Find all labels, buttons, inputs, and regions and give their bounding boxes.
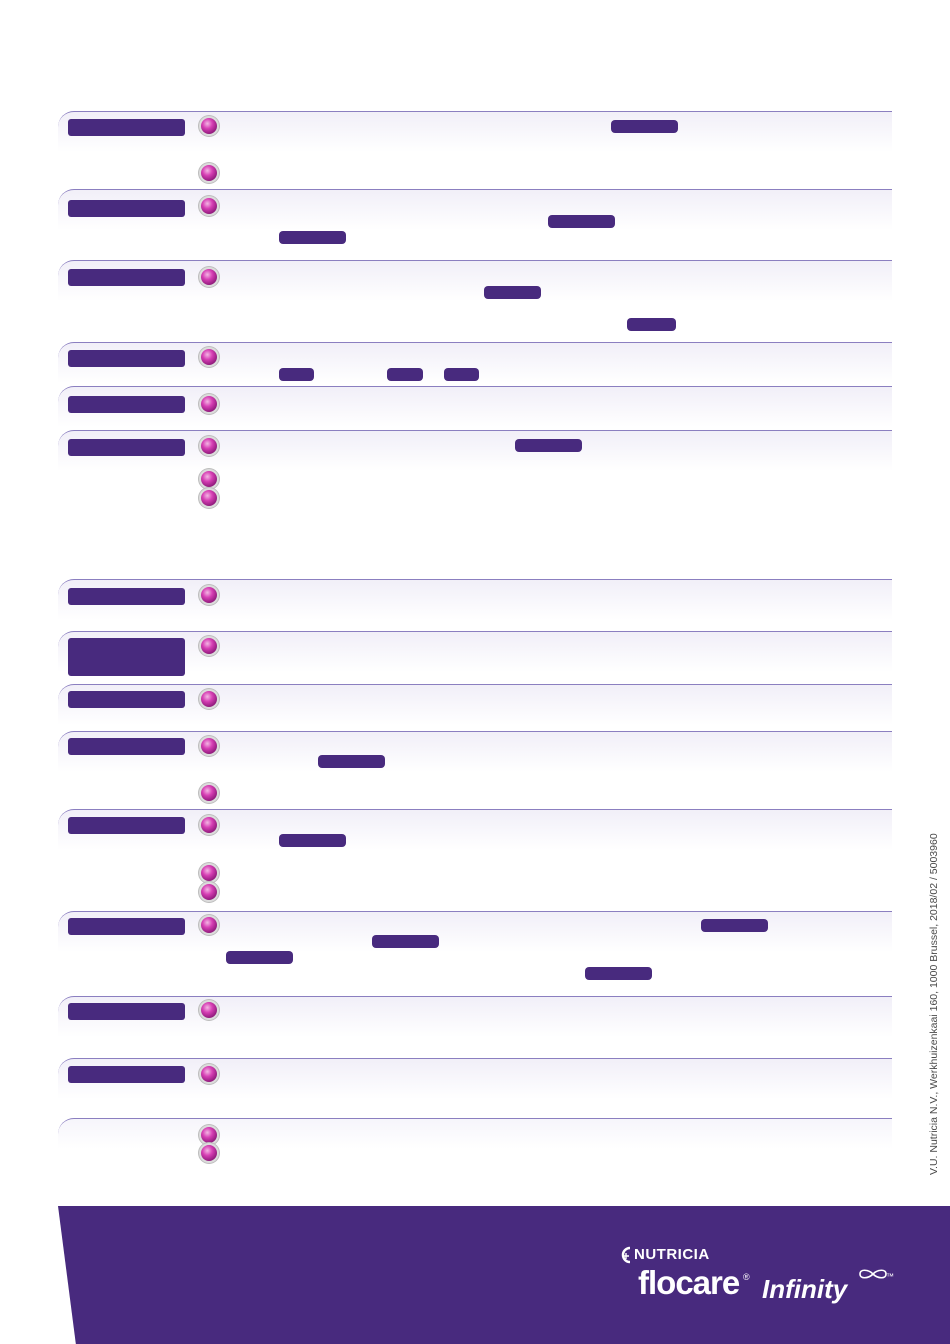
brand-logo: NUTRICIA flocare ® Infinity ™: [618, 1244, 898, 1314]
section-label: [68, 269, 185, 286]
section-row-1: [58, 111, 892, 190]
bullet-icon: [201, 1145, 217, 1161]
section-row-13: [58, 996, 892, 1059]
bullet-icon: [201, 691, 217, 707]
highlight-badge: [548, 215, 615, 228]
section-row-11: [58, 809, 892, 912]
highlight-badge: [484, 286, 541, 299]
highlight-badge: [515, 439, 582, 452]
section-label: [68, 350, 185, 367]
bullet-icon: [201, 438, 217, 454]
section-row-15: [58, 1118, 892, 1207]
section-label: [68, 200, 185, 217]
section-label: [68, 1003, 185, 1020]
section-row-2: [58, 189, 892, 261]
section-label: [68, 1066, 185, 1083]
bullet-icon: [201, 785, 217, 801]
bullet-icon: [201, 118, 217, 134]
section-row-10: [58, 731, 892, 810]
section-row-12: [58, 911, 892, 997]
bullet-icon: [201, 865, 217, 881]
section-label: [68, 119, 185, 136]
infinity-symbol-icon: [859, 1269, 887, 1279]
highlight-badge: [585, 967, 652, 980]
highlight-badge: [226, 951, 293, 964]
bullet-icon: [201, 1002, 217, 1018]
bullet-icon: [201, 490, 217, 506]
product-line-name: Infinity: [762, 1274, 848, 1304]
highlight-badge: [279, 231, 346, 244]
section-label: [68, 918, 185, 935]
highlight-badge: [318, 755, 385, 768]
highlight-badge: [279, 368, 314, 381]
bullet-icon: [201, 1066, 217, 1082]
footer-band: [58, 1206, 950, 1344]
bullet-icon: [201, 817, 217, 833]
highlight-badge: [611, 120, 678, 133]
bullet-icon: [201, 1127, 217, 1143]
bullet-icon: [201, 349, 217, 365]
section-label: [68, 691, 185, 708]
section-label: [68, 738, 185, 755]
bullet-icon: [201, 587, 217, 603]
bullet-icon: [201, 396, 217, 412]
section-row-7: [58, 579, 892, 632]
bullet-icon: [201, 917, 217, 933]
brand-name: NUTRICIA: [634, 1246, 710, 1263]
bullet-icon: [201, 269, 217, 285]
highlight-badge: [701, 919, 768, 932]
highlight-badge: [387, 368, 423, 381]
section-label: [68, 439, 185, 456]
section-row-8: [58, 631, 892, 685]
section-row-4: [58, 342, 892, 387]
highlight-badge: [444, 368, 479, 381]
bullet-icon: [201, 198, 217, 214]
highlight-badge: [372, 935, 439, 948]
product-name: flocare: [638, 1264, 740, 1301]
publisher-credit: V.U. Nutricia N.V., Werkhuizenkaai 160, …: [928, 833, 940, 1175]
section-row-14: [58, 1058, 892, 1119]
registered-mark: ®: [743, 1272, 750, 1282]
highlight-badge: [627, 318, 676, 331]
section-label: [68, 817, 185, 834]
section-row-3: [58, 260, 892, 343]
bullet-icon: [201, 638, 217, 654]
section-label: [68, 588, 185, 605]
bullet-icon: [201, 738, 217, 754]
nutricia-cross-icon: [621, 1246, 631, 1264]
highlight-badge: [279, 834, 346, 847]
section-label: [68, 638, 185, 676]
section-label: [68, 396, 185, 413]
section-row-5: [58, 386, 892, 431]
bullet-icon: [201, 471, 217, 487]
section-row-9: [58, 684, 892, 732]
trademark-mark: ™: [886, 1272, 894, 1281]
bullet-icon: [201, 165, 217, 181]
bullet-icon: [201, 884, 217, 900]
section-row-6: [58, 430, 892, 580]
